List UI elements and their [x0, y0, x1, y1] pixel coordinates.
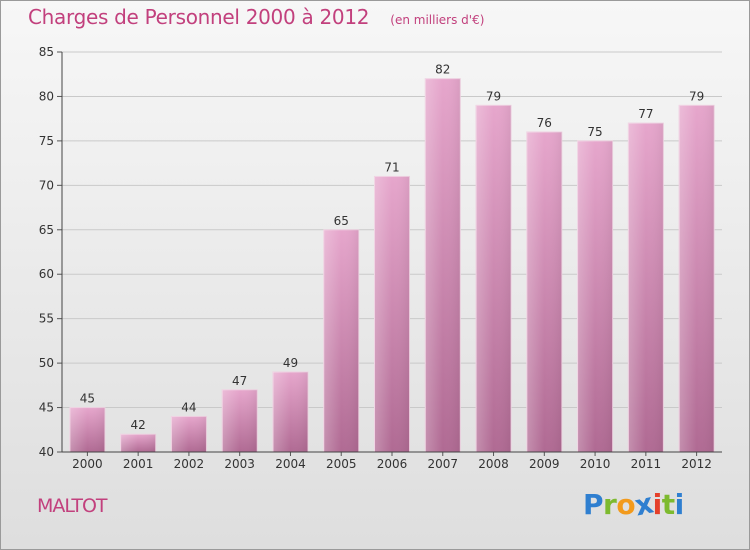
y-tick-label: 75 [39, 134, 54, 148]
bar-shine [69, 407, 105, 452]
logo-letter: P [583, 488, 604, 521]
data-label: 77 [638, 107, 653, 121]
x-tick-label: 2007 [427, 457, 458, 471]
bar-shine [526, 132, 562, 452]
chart-unit: (en milliers d'€) [390, 13, 485, 27]
logo-letter: t [661, 488, 675, 521]
x-tick-label: 2000 [72, 457, 103, 471]
logo-letter: i [652, 488, 663, 521]
bar-shine [272, 372, 308, 452]
y-tick-label: 70 [39, 178, 54, 192]
bar-shine [323, 229, 359, 452]
bar-shine [577, 140, 613, 452]
data-label: 65 [334, 214, 349, 228]
x-tick-label: 2010 [580, 457, 611, 471]
commune-name: MALTOT [37, 495, 108, 517]
bar-layer: 45 42 44 47 49 65 71 82 79 76 75 77 79 [69, 63, 715, 453]
data-label: 75 [587, 125, 602, 139]
y-tick-label: 65 [39, 223, 54, 237]
x-tick-label: 2002 [174, 457, 205, 471]
x-tick-label: 2005 [326, 457, 357, 471]
bar-shine [628, 123, 664, 452]
data-label: 45 [80, 392, 95, 406]
y-tick-label: 50 [39, 356, 54, 370]
bar-shine [476, 105, 512, 452]
bar-shine [120, 434, 156, 452]
data-label: 79 [486, 89, 501, 103]
x-tick-label: 2012 [681, 457, 712, 471]
y-tick-label: 85 [39, 45, 54, 59]
y-tick-label: 55 [39, 312, 54, 326]
x-tick-label: 2011 [631, 457, 662, 471]
data-label: 82 [435, 63, 450, 77]
data-label: 42 [131, 418, 146, 432]
data-label: 71 [384, 160, 399, 174]
x-tick-label: 2001 [123, 457, 154, 471]
y-tick-label: 80 [39, 89, 54, 103]
title-row: Charges de Personnel 2000 à 2012 (en mil… [28, 5, 484, 29]
logo-letter: r [603, 488, 617, 521]
bar-shine [171, 416, 207, 452]
bar-shine [374, 176, 410, 452]
bar-shine [222, 389, 258, 452]
logo-letter: o [616, 488, 636, 521]
y-tick-label: 45 [39, 401, 54, 415]
data-label: 79 [689, 89, 704, 103]
data-label: 49 [283, 356, 298, 370]
logo-letter: i [674, 488, 685, 521]
y-tick-label: 40 [39, 445, 54, 459]
x-tick-label: 2004 [275, 457, 306, 471]
data-label: 47 [232, 374, 247, 388]
chart-title: Charges de Personnel 2000 à 2012 [28, 5, 370, 29]
x-tick-label: 2006 [377, 457, 408, 471]
proxiti-logo: Proxiti [583, 487, 685, 523]
x-tick-label: 2008 [478, 457, 509, 471]
bar-shine [425, 78, 461, 453]
bar-shine [679, 105, 715, 452]
x-tick-label: 2009 [529, 457, 560, 471]
data-label: 76 [537, 116, 552, 130]
axis-layer: 40 45 50 55 60 65 70 75 80 85 2000 2001 2002 2003 2004… [39, 45, 722, 471]
y-tick-label: 60 [39, 267, 54, 281]
data-label: 44 [181, 400, 196, 414]
x-tick-label: 2003 [224, 457, 255, 471]
